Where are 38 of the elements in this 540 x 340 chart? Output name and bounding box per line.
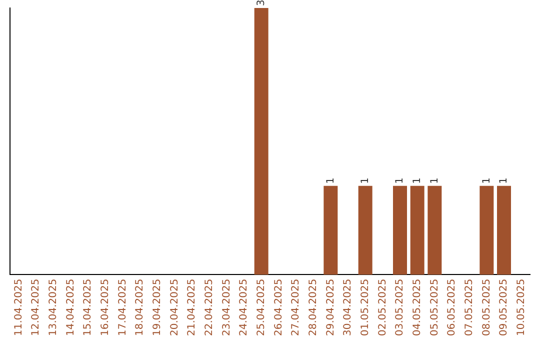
data-label: 1 — [498, 177, 510, 184]
data-label: 1 — [481, 177, 492, 184]
x-tick-label: 18.04.2025 — [134, 278, 146, 336]
x-tick-label: 30.04.2025 — [342, 278, 354, 336]
x-tick-label: 07.05.2025 — [464, 278, 475, 336]
data-label: 1 — [429, 177, 440, 184]
x-tick-label: 17.04.2025 — [117, 278, 128, 336]
x-tick-label: 02.05.2025 — [377, 278, 388, 336]
data-label: 1 — [325, 177, 336, 184]
data-label: 1 — [360, 177, 371, 184]
data-label: 3 — [256, 0, 267, 6]
data-label: 1 — [412, 177, 423, 184]
x-tick-label: 25.04.2025 — [256, 278, 267, 336]
x-tick-label: 04.05.2025 — [412, 278, 423, 336]
x-tick-label: 13.04.2025 — [48, 278, 59, 336]
x-tick-label: 09.05.2025 — [498, 278, 510, 336]
x-tick-label: 12.04.2025 — [30, 278, 42, 336]
x-tick-label: 03.05.2025 — [394, 278, 406, 336]
x-tick-label: 06.05.2025 — [446, 278, 458, 336]
x-tick-label: 01.05.2025 — [360, 278, 371, 336]
x-tick-label: 26.04.2025 — [273, 278, 284, 336]
data-label: 1 — [394, 177, 406, 184]
x-tick-label: 29.04.2025 — [325, 278, 336, 336]
x-tick-label: 23.04.2025 — [221, 278, 232, 336]
x-tick-label: 24.04.2025 — [238, 278, 250, 336]
x-tick-label: 19.04.2025 — [152, 278, 163, 336]
x-tick-label: 28.04.2025 — [308, 278, 319, 336]
x-tick-label: 11.04.2025 — [13, 278, 24, 336]
x-tick-label: 20.04.2025 — [169, 278, 180, 336]
x-tick-label: 22.04.2025 — [204, 278, 215, 336]
x-tick-label: 21.04.2025 — [186, 278, 198, 336]
x-tick-label: 08.05.2025 — [481, 278, 492, 336]
x-tick-label: 14.04.2025 — [65, 278, 76, 336]
x-tick-label: 05.05.2025 — [429, 278, 440, 336]
x-tick-label: 16.04.2025 — [100, 278, 111, 336]
x-tick-label: 27.04.2025 — [290, 278, 302, 336]
x-tick-label: 15.04.2025 — [82, 278, 94, 336]
x-tick-label: 10.05.2025 — [516, 278, 527, 336]
